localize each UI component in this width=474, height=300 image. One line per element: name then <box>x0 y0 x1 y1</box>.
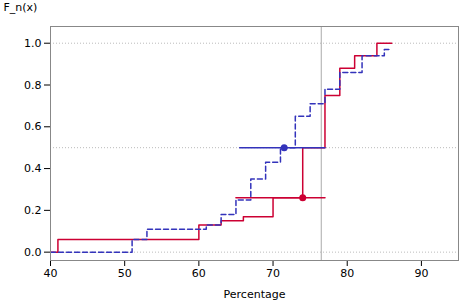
svg-text:50: 50 <box>118 267 132 280</box>
svg-text:40: 40 <box>44 267 58 280</box>
svg-text:0.4: 0.4 <box>24 162 42 175</box>
svg-text:60: 60 <box>192 267 206 280</box>
svg-text:90: 90 <box>414 267 428 280</box>
svg-text:0.8: 0.8 <box>24 79 42 92</box>
svg-text:0.6: 0.6 <box>24 120 42 133</box>
svg-text:80: 80 <box>340 267 354 280</box>
svg-text:Percentage: Percentage <box>224 288 286 300</box>
svg-text:1.0: 1.0 <box>24 37 42 50</box>
svg-text:0.2: 0.2 <box>24 204 42 217</box>
svg-text:F_n(x): F_n(x) <box>4 1 38 14</box>
svg-text:0.0: 0.0 <box>24 246 42 259</box>
svg-text:70: 70 <box>266 267 280 280</box>
